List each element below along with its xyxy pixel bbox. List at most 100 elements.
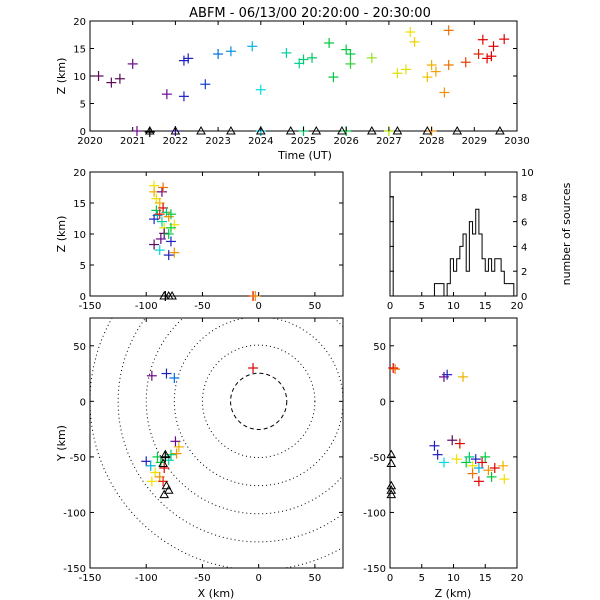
time-axis-tick-label: 2023 — [205, 136, 230, 147]
zy-station-marker-0 — [386, 449, 397, 459]
zy-y-axis-tick-label: -100 — [363, 508, 386, 519]
axis-ticks: 2020 2021 2022 2023 2024 2025 2026 2027 2028 2029… — [63, 17, 533, 584]
xz-source-22 — [165, 236, 176, 247]
time-height-source-6 — [161, 89, 172, 100]
zy-source-16 — [477, 457, 488, 468]
xz-station-marker-2 — [167, 290, 177, 300]
plan-station-marker-1 — [158, 458, 168, 468]
xz-x-axis-tick-label: -100 — [135, 301, 158, 312]
time-height-source-38 — [439, 87, 450, 98]
plan-x-axis-tick-label: -100 — [135, 573, 158, 584]
histogram-steps — [390, 196, 517, 297]
xz-source-21 — [149, 239, 160, 250]
time-height-source-40 — [443, 25, 454, 36]
plan-source-3 — [169, 373, 180, 383]
range-ring-75km — [173, 318, 343, 487]
xz-source-3 — [156, 186, 167, 197]
time-height-source-32 — [405, 27, 416, 37]
plan-station-marker-2 — [161, 480, 172, 490]
time-height-source-31 — [400, 64, 411, 75]
zy-source-18 — [483, 465, 494, 476]
xz-source-23 — [154, 245, 165, 256]
xz-source-11 — [161, 207, 172, 218]
time-height-source-45 — [486, 51, 497, 62]
time-axis-tick-label: 2029 — [462, 136, 487, 147]
zy-y-axis-tick-label: 50 — [373, 342, 386, 353]
time-height-source-30 — [392, 68, 403, 79]
zy-z-axis-tick-label: 5 — [419, 573, 425, 584]
xz-source-13 — [165, 209, 176, 220]
xz-source-20 — [155, 233, 166, 244]
time-height-source-44 — [482, 53, 493, 64]
time-station-marker-6 — [311, 125, 322, 135]
plan-x-axis-tick-label: 50 — [309, 573, 322, 584]
range-ring-50km — [201, 344, 316, 459]
xz-panel — [89, 171, 344, 297]
time-height-source-22 — [324, 38, 335, 48]
time-height-source-26 — [345, 58, 356, 69]
time-height-source-23 — [328, 72, 339, 83]
zy-source-9 — [451, 454, 462, 465]
plan-source-8 — [145, 460, 156, 471]
range-ring-25km — [230, 372, 288, 430]
xz-source-19 — [163, 229, 174, 239]
hist-count-axis-tick-label: 2 — [521, 267, 527, 278]
time-axis-tick-label: 2028 — [419, 136, 444, 147]
xz-z-axis-tick-label: 0 — [80, 292, 86, 303]
time-height-panel — [89, 20, 518, 132]
plan-x-axis-tick-label: -50 — [194, 573, 210, 584]
time-height-source-46 — [488, 41, 499, 52]
time-height-source-17 — [281, 47, 292, 58]
xz-source-4 — [158, 182, 169, 193]
range-ring-125km — [117, 318, 343, 543]
figure-title: ABFM - 06/13/00 20:20:00 - 20:30:00 — [189, 6, 431, 21]
zy-source-15 — [473, 463, 484, 473]
time-height-source-4 — [131, 126, 142, 136]
hist-x-axis-tick-label: 5 — [419, 301, 425, 312]
zy-y-axis-tick-label: -150 — [363, 564, 386, 575]
time-height-source-35 — [426, 60, 437, 70]
zy-y-axis-tick-label: -50 — [370, 453, 386, 464]
zy-source-6 — [432, 449, 443, 460]
chart-marks — [93, 25, 517, 499]
zy-source-10 — [454, 438, 465, 449]
zy-source-0 — [388, 363, 399, 373]
time-axis-tick-label: 2022 — [163, 136, 188, 147]
plan-view-xlabel: X (km) — [198, 587, 235, 600]
zy-station-marker-2 — [386, 480, 397, 490]
time-height-source-33 — [409, 36, 420, 47]
plan-source-1 — [146, 370, 157, 381]
xz-x-axis-tick-label: -50 — [194, 301, 210, 312]
time-z-axis-tick-label: 10 — [73, 72, 86, 83]
zy-panel — [389, 317, 518, 569]
hist-count-axis-tick-label: 0 — [521, 292, 527, 303]
time-height-source-20 — [307, 52, 318, 63]
time-height-source-41 — [460, 57, 471, 68]
time-station-marker-10 — [422, 125, 433, 135]
time-axis-tick-label: 2030 — [504, 136, 529, 147]
time-axis-tick-label: 2020 — [77, 136, 102, 147]
hist-x-axis-tick-label: 10 — [447, 301, 460, 312]
time-height-source-28 — [366, 52, 377, 63]
plan-y-axis-tick-label: 0 — [80, 397, 86, 408]
xz-x-axis-tick-label: -150 — [79, 301, 102, 312]
time-station-marker-12 — [495, 125, 505, 135]
xz-source-17 — [165, 222, 176, 233]
zy-y-axis-tick-label: 0 — [380, 397, 386, 408]
time-height-source-1 — [106, 77, 117, 88]
zy-source-12 — [464, 451, 475, 462]
plan-source-6 — [171, 448, 182, 459]
plan-source-7 — [141, 456, 152, 467]
zy-source-3 — [442, 369, 453, 380]
time-axis-tick-label: 2021 — [120, 136, 145, 147]
zy-z-axis-tick-label: 15 — [479, 573, 492, 584]
time-axis-tick-label: 2026 — [333, 136, 358, 147]
hist-count-axis-tick-label: 6 — [521, 218, 527, 229]
time-height-source-19 — [298, 54, 309, 65]
zy-source-11 — [461, 457, 472, 468]
zy-z-axis-tick-label: 10 — [447, 573, 460, 584]
time-z-axis-tick-label: 20 — [73, 17, 86, 28]
zy-source-8 — [447, 435, 458, 446]
time-height-source-43 — [477, 34, 488, 45]
